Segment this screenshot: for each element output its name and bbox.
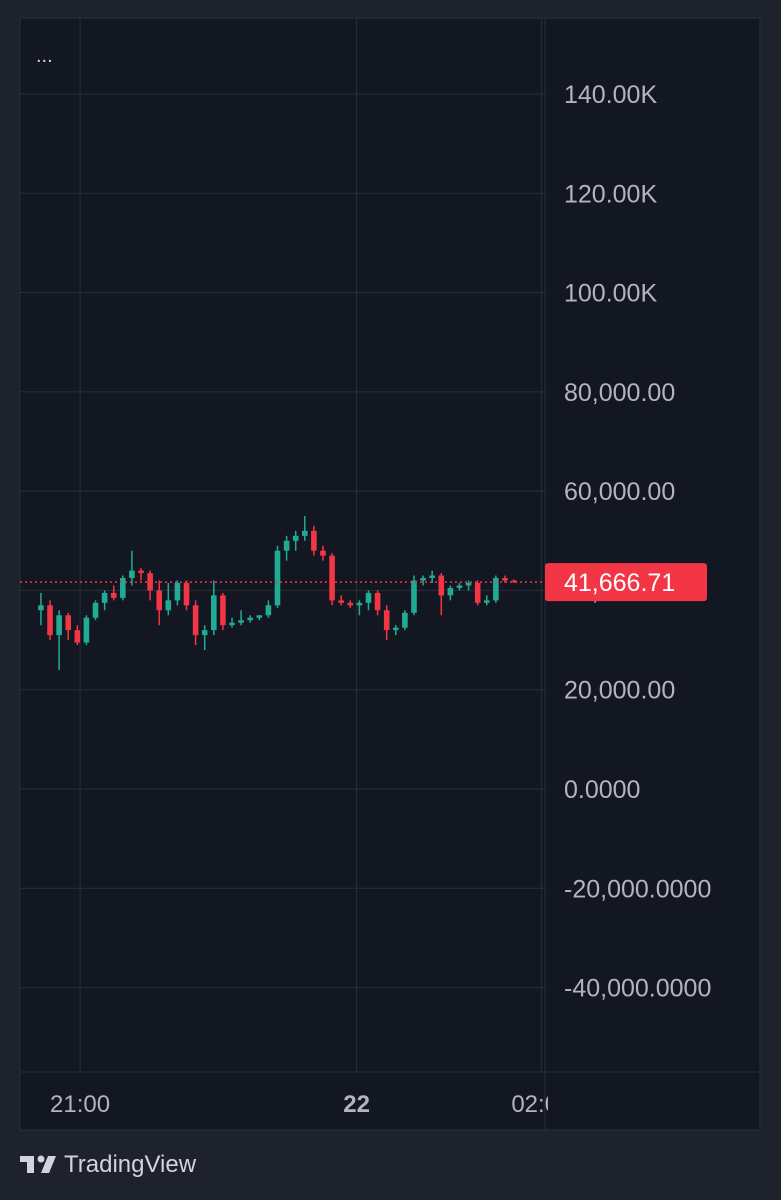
candle-body bbox=[329, 555, 335, 601]
candle-body bbox=[274, 550, 281, 606]
candle-body bbox=[256, 615, 263, 618]
candle-body bbox=[47, 605, 53, 636]
grid bbox=[20, 18, 545, 1072]
y-tick-label: 0.0000 bbox=[564, 776, 640, 804]
candle-body bbox=[156, 590, 163, 611]
menu[interactable]: ... bbox=[36, 45, 53, 67]
candle-body bbox=[83, 617, 90, 643]
candle-body bbox=[493, 578, 499, 601]
candle-body bbox=[129, 570, 135, 579]
y-tick-label: 120.00K bbox=[564, 180, 657, 208]
x-labels: 21:00 22 02:00 bbox=[50, 1091, 571, 1118]
candle-body bbox=[65, 615, 72, 631]
candle-body bbox=[465, 582, 472, 586]
candle-body bbox=[229, 622, 235, 626]
candle-body bbox=[92, 602, 99, 618]
candle-body bbox=[247, 617, 253, 621]
candle-body bbox=[211, 595, 217, 631]
x-tick-label: 21:00 bbox=[50, 1091, 110, 1118]
candle-body bbox=[174, 582, 181, 601]
candle-body bbox=[165, 600, 172, 611]
candle-body bbox=[420, 578, 426, 581]
candle-body bbox=[347, 602, 354, 606]
candle-body bbox=[201, 630, 208, 636]
candle-body bbox=[383, 610, 390, 631]
candle-body bbox=[474, 582, 481, 603]
candles bbox=[38, 515, 517, 670]
candle-body bbox=[183, 582, 190, 606]
candle-body bbox=[265, 605, 272, 616]
y-tick-label: -40,000.0000 bbox=[564, 975, 711, 1003]
candle-body bbox=[220, 595, 226, 626]
candle-body bbox=[511, 580, 517, 583]
y-tick-label: 100.00K bbox=[564, 280, 657, 308]
y-tick-label: 140.00K bbox=[564, 81, 657, 109]
candle-body bbox=[74, 630, 81, 643]
candle-body bbox=[429, 575, 435, 579]
candle-body bbox=[292, 535, 299, 541]
candle-body bbox=[456, 585, 463, 588]
x-tick-label: 22 bbox=[343, 1091, 370, 1118]
candle-body bbox=[283, 540, 290, 551]
price-label-bg bbox=[545, 563, 707, 602]
candle-body bbox=[338, 600, 344, 603]
candle-body bbox=[483, 600, 490, 603]
labels: -40,000.0000 -20,000.0000 0.0000 20,000.00 4… bbox=[20, 81, 711, 1003]
candle-body bbox=[192, 605, 199, 636]
candle-body bbox=[110, 592, 117, 598]
candle-body bbox=[411, 580, 417, 613]
candle-body bbox=[438, 575, 445, 596]
candle-body bbox=[374, 592, 381, 611]
candle-body bbox=[365, 592, 372, 603]
y-tick-label: -20,000.0000 bbox=[564, 875, 711, 903]
candle-body bbox=[447, 587, 454, 596]
candle-body bbox=[502, 578, 508, 581]
candle-body bbox=[138, 570, 144, 574]
price-label: 41,666.71 bbox=[564, 569, 675, 597]
y-tick-label: 80,000.00 bbox=[564, 379, 675, 407]
candle-body bbox=[320, 550, 326, 556]
candle-body bbox=[101, 592, 108, 603]
candle-body bbox=[356, 602, 363, 606]
brand-logo bbox=[20, 1155, 56, 1173]
candle-body bbox=[402, 612, 408, 628]
candle-body bbox=[238, 620, 244, 623]
candle-body bbox=[301, 530, 308, 536]
candle-body bbox=[56, 615, 62, 636]
candle-body bbox=[392, 627, 399, 631]
y-tick-label: 60,000.00 bbox=[564, 478, 675, 506]
y-tick-label: 20,000.00 bbox=[564, 677, 675, 705]
x-tick-label: 02:00 bbox=[511, 1091, 571, 1118]
brand: TradingView bbox=[64, 1151, 197, 1178]
candle-body bbox=[311, 530, 317, 551]
candle-body bbox=[38, 605, 44, 611]
candle-body bbox=[120, 578, 126, 598]
